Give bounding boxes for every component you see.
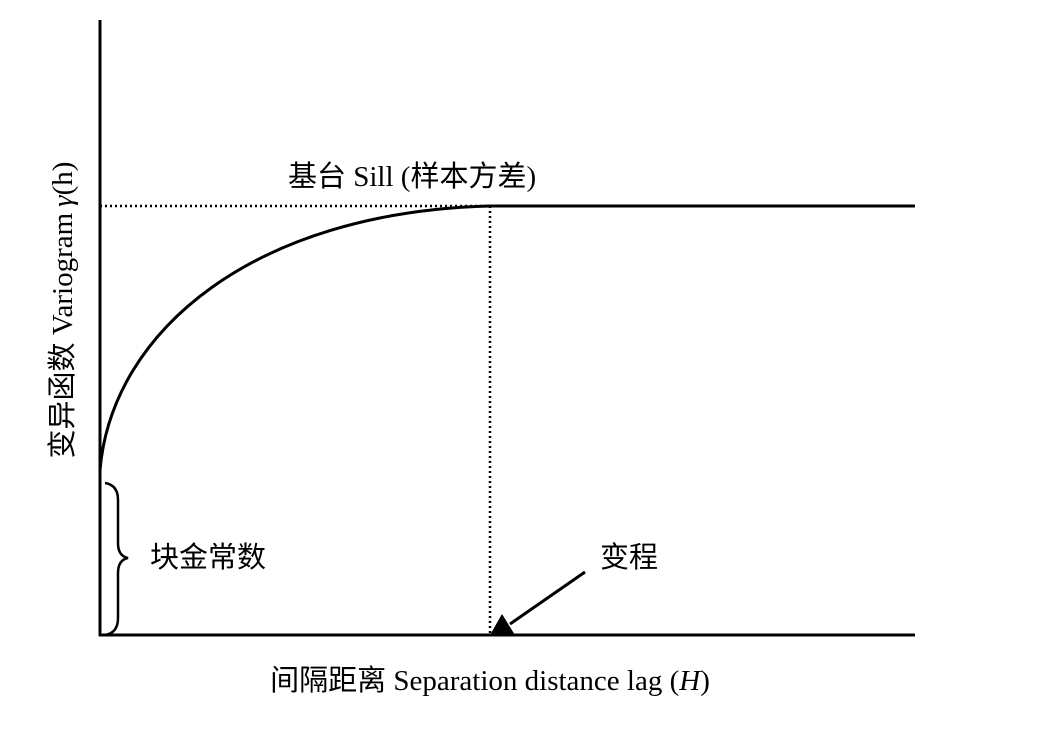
y-axis-symbol: γ [47, 194, 79, 207]
y-axis-label-text: 变异函数 Variogram [46, 212, 79, 458]
sill-label: 基台 Sill (样本方差) [288, 160, 536, 193]
range-label: 变程 [600, 541, 658, 574]
y-axis-label: 变异函数 Variogram γ(h) [46, 162, 79, 459]
x-axis-symbol: H [678, 665, 702, 697]
range-marker [490, 614, 515, 635]
variogram-curve [98, 204, 491, 471]
nugget-brace [104, 481, 129, 637]
nugget-label: 块金常数 [150, 541, 266, 574]
x-axis-label-text: 间隔距离 Separation distance lag ( [270, 664, 679, 697]
y-axis-argument: (h) [47, 162, 79, 196]
x-axis-label-close: ) [700, 665, 710, 697]
range-arrow [509, 570, 586, 626]
x-axis-label: 间隔距离 Separation distance lag (H) [270, 664, 710, 697]
